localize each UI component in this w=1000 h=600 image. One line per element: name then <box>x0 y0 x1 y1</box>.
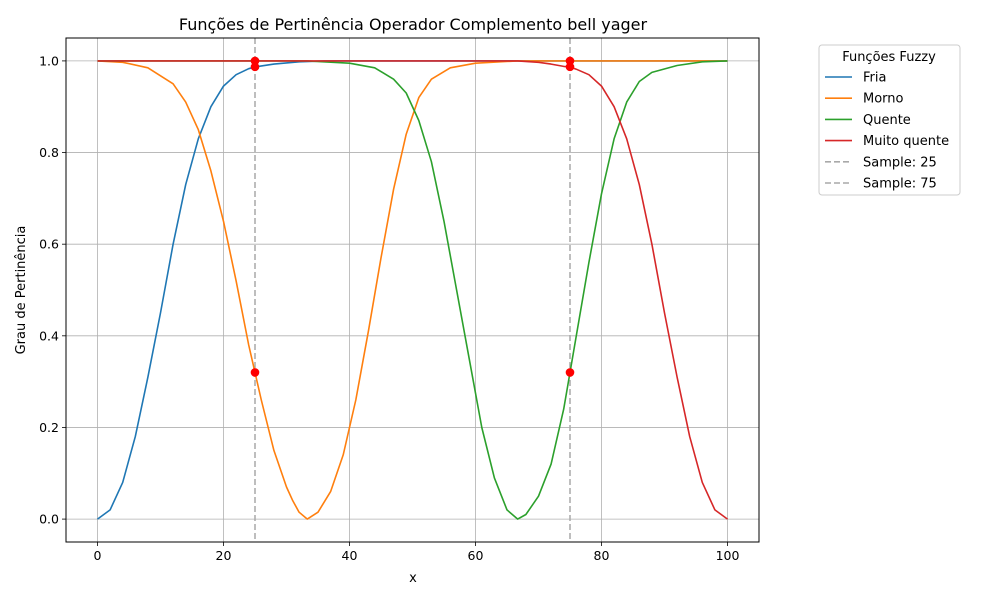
y-tick-label: 0.0 <box>39 512 59 527</box>
y-axis-ticks: 0.0 0.2 0.4 0.6 0.8 1.0 <box>39 53 66 527</box>
series-line-quente <box>97 60 728 520</box>
y-tick-label: 0.6 <box>39 237 59 252</box>
chart-title: Funções de Pertinência Operador Compleme… <box>179 15 648 34</box>
legend-label: Sample: 75 <box>863 177 937 192</box>
series-line-morno <box>97 60 728 520</box>
x-axis-label: x <box>409 571 417 586</box>
sample-lines <box>254 38 571 542</box>
sample-point <box>250 62 260 72</box>
y-tick-label: 0.8 <box>39 145 59 160</box>
sample-point <box>565 368 575 377</box>
x-tick-label: 60 <box>468 548 484 563</box>
x-tick-label: 20 <box>216 548 232 563</box>
x-tick-label: 0 <box>94 548 102 563</box>
series-line-fria <box>97 60 728 520</box>
sample-point <box>565 56 575 66</box>
legend-label: Sample: 25 <box>863 155 937 170</box>
y-tick-label: 0.2 <box>39 420 59 435</box>
y-tick-label: 1.0 <box>39 53 59 68</box>
y-tick-label: 0.4 <box>39 328 59 343</box>
legend: Funções Fuzzy Fria Morno Quente Muito quent… <box>818 44 961 196</box>
legend-label: Morno <box>863 92 904 107</box>
legend-label: Quente <box>863 113 911 128</box>
legend-label: Fria <box>863 71 886 86</box>
x-tick-label: 80 <box>594 548 610 563</box>
x-tick-label: 100 <box>716 548 740 563</box>
sample-points <box>250 56 575 377</box>
sample-point <box>565 62 575 72</box>
y-axis-label: Grau de Pertinência <box>14 226 29 355</box>
sample-point <box>250 368 260 377</box>
series-lines <box>97 60 728 520</box>
sample-point <box>250 56 260 66</box>
plot-frame <box>65 37 760 543</box>
legend-box <box>818 44 961 196</box>
x-axis-ticks: 0 20 40 60 80 100 <box>94 542 740 563</box>
series-line-muito-quente <box>97 60 728 520</box>
legend-title: Funções Fuzzy <box>842 50 936 65</box>
x-tick-label: 40 <box>342 548 358 563</box>
legend-label: Muito quente <box>863 134 949 149</box>
